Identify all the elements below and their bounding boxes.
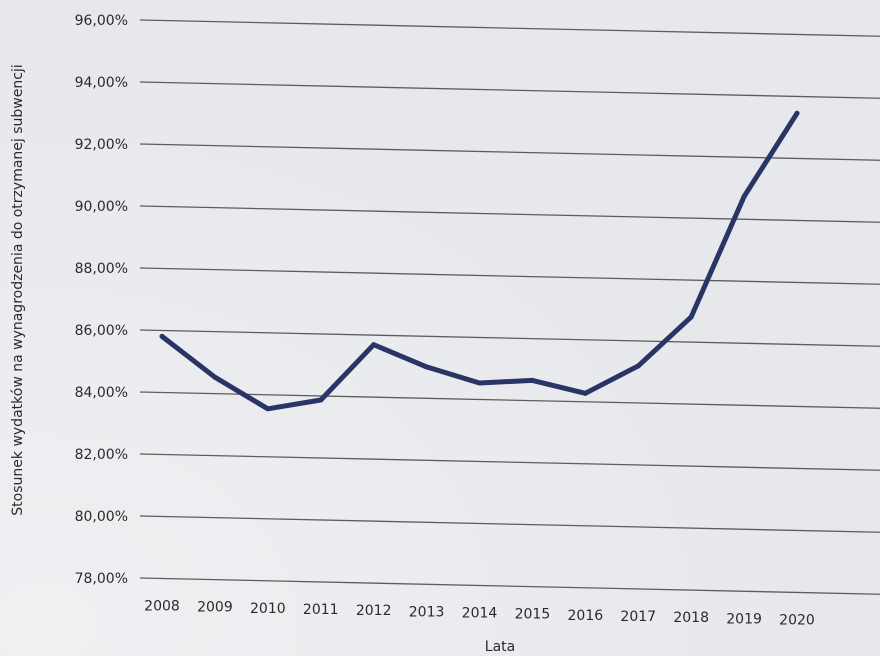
grid-line [139, 453, 880, 471]
y-tick-label: 90,00% [75, 199, 128, 215]
grid-line [139, 143, 880, 161]
data-point [212, 374, 218, 380]
x-tick-label: 2015 [515, 607, 551, 623]
data-point [582, 390, 588, 396]
x-tick-label: 2013 [409, 604, 445, 620]
x-tick-label: 2016 [568, 608, 604, 624]
grid-line [139, 329, 880, 347]
y-tick-label: 82,00% [75, 447, 128, 463]
grid-line [139, 267, 880, 285]
y-tick-label: 84,00% [75, 385, 128, 401]
data-point [159, 333, 165, 339]
y-tick-label: 78,00% [75, 571, 128, 587]
grid-line [139, 205, 880, 223]
y-tick-label: 96,00% [75, 13, 128, 29]
grid-line [139, 391, 880, 409]
data-point [371, 342, 377, 348]
x-tick-label: 2014 [462, 605, 498, 621]
series-layer [159, 110, 800, 412]
data-point [265, 406, 271, 412]
y-tick-label: 88,00% [75, 261, 128, 277]
data-point [688, 314, 694, 320]
x-tick-label: 2008 [144, 598, 180, 614]
grid-line [139, 81, 880, 99]
grid-line [139, 19, 880, 37]
x-axis-title: Lata [485, 639, 515, 655]
data-point [794, 110, 800, 116]
x-tick-label: 2020 [779, 612, 815, 628]
grid-lines [139, 19, 880, 595]
data-point [477, 380, 482, 386]
data-point [529, 377, 535, 383]
x-tick-label: 2018 [673, 610, 709, 626]
data-point [424, 364, 430, 370]
data-point [741, 193, 747, 199]
x-tick-label: 2011 [303, 602, 339, 618]
data-point [318, 397, 324, 403]
y-tick-labels: 96,00% 94,00% 92,00% 90,00% 88,00% 86,00% 84,0… [75, 13, 128, 587]
data-point [635, 363, 641, 369]
x-tick-label: 2017 [620, 609, 656, 625]
y-tick-label: 94,00% [75, 75, 128, 91]
y-axis-title: Stosunek wydatków na wynagrodzenia do ot… [10, 64, 26, 515]
x-tick-label: 2012 [356, 603, 392, 619]
x-tick-label: 2019 [726, 611, 762, 627]
x-tick-label: 2009 [197, 600, 233, 616]
y-tick-label: 92,00% [75, 137, 128, 153]
grid-line [139, 515, 880, 533]
y-tick-label: 86,00% [75, 323, 128, 339]
y-tick-label: 80,00% [75, 509, 128, 525]
x-tick-labels: 2008 2009 2010 2011 2012 2013 2014 2015 2016 2017… [144, 598, 815, 628]
grid-line [139, 577, 880, 595]
x-tick-label: 2010 [250, 601, 286, 617]
